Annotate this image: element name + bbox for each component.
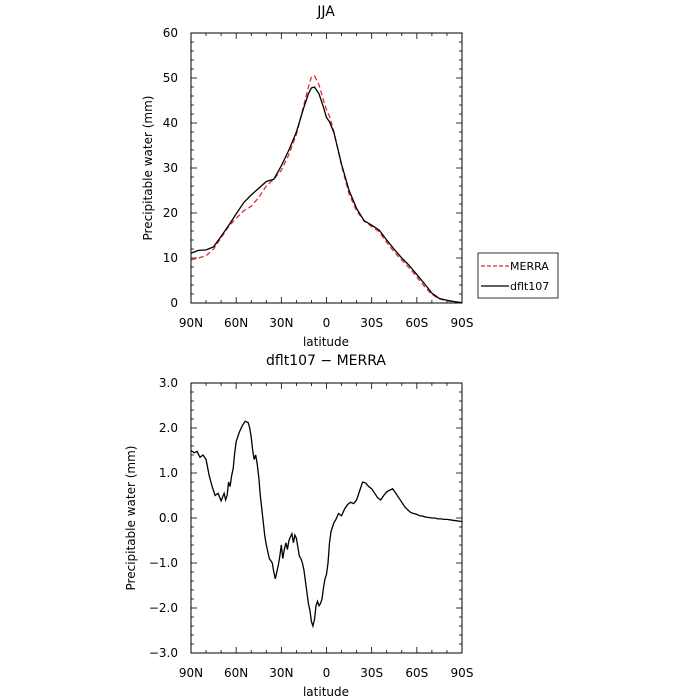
panel-bottom-y-axis-label: Precipitable water (mm) <box>124 446 138 591</box>
x-tick-label: 90S <box>451 666 474 680</box>
panel-top: JJA 90N 60N 30N 0 30S 60S 90S 0 10 20 30 40 50 60 lat… <box>141 4 559 349</box>
x-tick-label: 60N <box>224 316 248 330</box>
y-tick-label: −3.0 <box>149 646 178 660</box>
x-tick-label: 30S <box>360 316 383 330</box>
panel-bottom-ticks <box>190 382 463 654</box>
panel-top-tick-labels: 90N 60N 30N 0 30S 60S 90S 0 10 20 30 40 50 60 <box>163 26 474 330</box>
y-tick-label: 60 <box>163 26 178 40</box>
y-tick-label: 3.0 <box>159 376 178 390</box>
y-tick-label: 10 <box>163 251 178 265</box>
y-tick-label: 1.0 <box>159 466 178 480</box>
panel-bottom-title: dflt107 − MERRA <box>266 353 386 369</box>
series-line-merra <box>190 74 463 304</box>
y-tick-label: −1.0 <box>149 556 178 570</box>
y-tick-label: 30 <box>163 161 178 175</box>
panel-top-y-axis-label: Precipitable water (mm) <box>141 96 155 241</box>
panel-bottom-plot-lines <box>190 420 463 629</box>
panel-top-ticks <box>190 32 463 304</box>
panel-bottom-plot-frame <box>190 382 463 654</box>
panel-top-title: JJA <box>316 4 335 20</box>
x-tick-label: 30N <box>269 316 293 330</box>
x-tick-label: 60S <box>405 316 428 330</box>
x-tick-label: 30N <box>269 666 293 680</box>
y-tick-label: 0 <box>170 296 178 310</box>
y-tick-label: 0.0 <box>159 511 178 525</box>
y-tick-label: 40 <box>163 116 178 130</box>
x-tick-label: 90N <box>179 316 203 330</box>
x-tick-label: 60S <box>405 666 428 680</box>
panel-top-x-axis-label: latitude <box>303 335 349 349</box>
legend-box <box>477 252 559 299</box>
panel-bottom-tick-labels: 90N 60N 30N 0 30S 60S 90S −3.0 −2.0 −1.0 0.0 1.0 2.0… <box>149 376 474 680</box>
y-tick-label: 2.0 <box>159 421 178 435</box>
legend-label-merra: MERRA <box>510 260 549 273</box>
panel-bottom: dflt107 − MERRA 90N 60N 30N 0 30S 60S 90S −3.0 −… <box>124 353 473 699</box>
legend: MERRA dflt107 <box>477 252 559 299</box>
series-line-difference <box>190 420 463 629</box>
panel-top-plot-lines <box>190 74 463 304</box>
x-tick-label: 60N <box>224 666 248 680</box>
x-tick-label: 90N <box>179 666 203 680</box>
x-tick-label: 0 <box>323 316 331 330</box>
legend-label-dflt107: dflt107 <box>510 280 549 293</box>
series-line-dflt107 <box>190 86 463 304</box>
x-tick-label: 30S <box>360 666 383 680</box>
y-tick-label: 50 <box>163 71 178 85</box>
x-tick-label: 90S <box>451 316 474 330</box>
x-tick-label: 0 <box>323 666 331 680</box>
y-tick-label: 20 <box>163 206 178 220</box>
panel-top-plot-frame <box>190 32 463 304</box>
panel-bottom-x-axis-label: latitude <box>303 685 349 699</box>
y-tick-label: −2.0 <box>149 601 178 615</box>
